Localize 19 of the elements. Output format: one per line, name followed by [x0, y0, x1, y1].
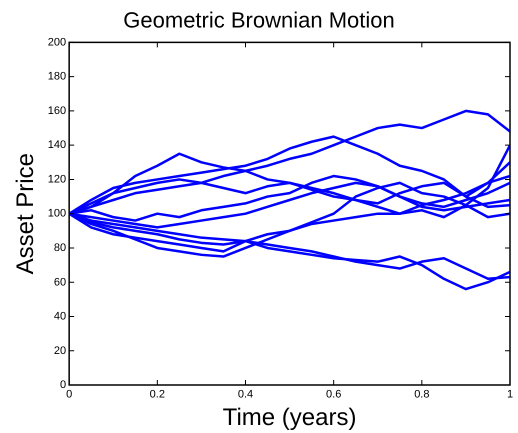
x-tick-label: 0.8: [414, 388, 430, 401]
y-tick-label: 20: [54, 344, 66, 357]
x-tick-label: 0.6: [326, 388, 342, 401]
x-tick-label: 1: [506, 388, 514, 401]
y-tick-label: 80: [54, 242, 66, 254]
y-tick-label: 120: [48, 173, 66, 186]
y-tick-label: 180: [48, 70, 66, 83]
y-tick-label: 200: [48, 36, 66, 48]
x-tick-label: 0.2: [150, 388, 165, 401]
y-tick-label: 100: [48, 208, 66, 220]
y-tick-label: 160: [48, 104, 66, 117]
y-tick-label: 0: [60, 379, 66, 392]
x-tick-label: 0.4: [238, 388, 254, 401]
y-tick-label: 140: [48, 139, 66, 152]
chart-title: Geometric Brownian Motion: [123, 7, 395, 32]
y-axis-title: Asset Price: [12, 153, 40, 274]
y-tick-label: 40: [54, 310, 66, 323]
x-axis-title: Time (years): [222, 404, 356, 432]
y-tick-label: 60: [54, 276, 66, 288]
